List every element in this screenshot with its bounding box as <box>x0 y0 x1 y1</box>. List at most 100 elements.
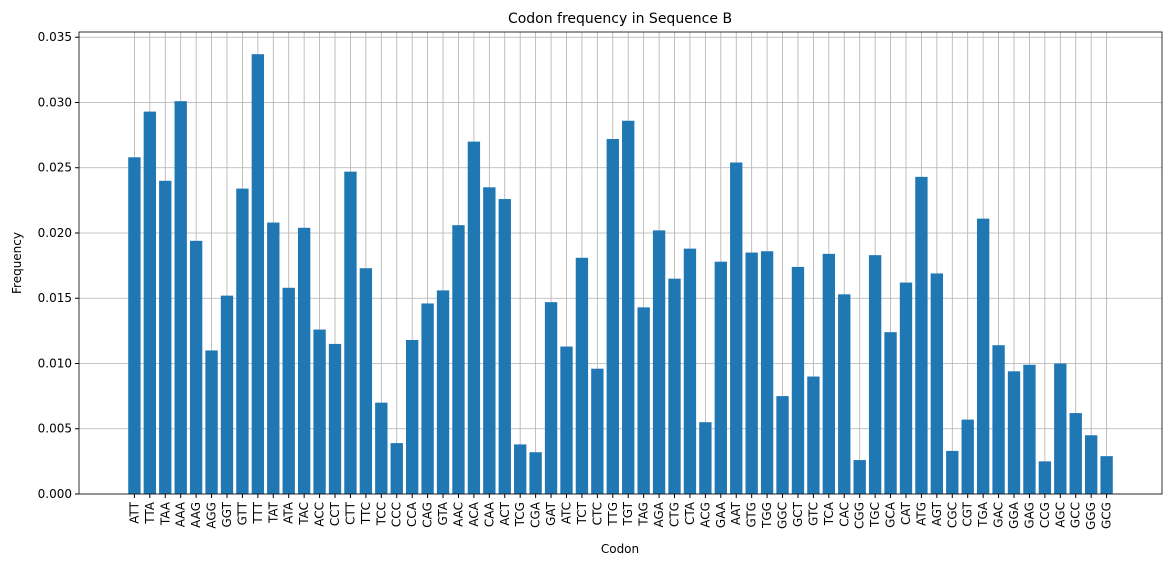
x-tick-label: TTA <box>143 501 157 525</box>
x-tick-label: GGC <box>776 502 790 529</box>
x-tick-label: CTC <box>590 502 604 525</box>
x-tick-label: GTC <box>806 502 820 526</box>
bar <box>251 54 265 495</box>
x-tick-label: AAG <box>189 502 203 528</box>
x-tick-label: CTT <box>343 501 357 524</box>
bar <box>683 248 697 494</box>
bar <box>1069 413 1082 494</box>
bar <box>992 345 1005 494</box>
bar <box>328 343 342 494</box>
bar <box>915 176 928 494</box>
bar <box>544 302 558 494</box>
bar <box>760 251 774 494</box>
x-tick-label: AGC <box>1053 502 1067 528</box>
plot-frame <box>78 31 1163 495</box>
bar <box>452 225 465 495</box>
x-tick-label: GAC <box>992 502 1006 528</box>
bar <box>884 332 897 494</box>
bar <box>267 222 280 495</box>
x-tick-label: GCC <box>1069 502 1083 528</box>
bar <box>236 188 249 494</box>
x-tick-label: TCT <box>575 501 589 525</box>
bar <box>822 253 836 494</box>
bar <box>899 282 913 494</box>
bar <box>159 180 172 494</box>
bar <box>668 278 681 494</box>
bar <box>699 422 712 494</box>
bar <box>344 171 357 494</box>
bar <box>405 340 419 494</box>
bar <box>1038 461 1052 494</box>
x-tick-label: CAT <box>899 501 913 525</box>
x-tick-label: GCT <box>791 501 805 527</box>
x-tick-label: AAT <box>729 501 743 525</box>
x-tick-label: GGT <box>220 501 234 527</box>
bar <box>560 346 573 494</box>
bar <box>652 230 666 495</box>
x-tick-label: CTA <box>683 501 697 525</box>
x-tick-label: GTT <box>235 501 249 525</box>
x-tick-label: GAG <box>1022 502 1036 529</box>
y-tick-label: 0.035 <box>38 30 72 44</box>
x-tick-label: AAC <box>451 502 465 527</box>
x-tick-label: CCT <box>328 501 342 526</box>
bar <box>622 120 635 495</box>
x-axis-label: Codon <box>601 542 639 556</box>
bar <box>220 295 234 494</box>
x-tick-label: TTC <box>359 502 373 525</box>
x-tick-label: ACC <box>313 502 327 527</box>
bar <box>791 266 805 494</box>
bar <box>436 290 450 494</box>
x-tick-label: CCG <box>1038 502 1052 528</box>
x-tick-label: ATA <box>282 501 296 524</box>
bar <box>591 368 604 494</box>
bar <box>297 227 311 495</box>
bar <box>714 261 727 494</box>
bar <box>313 329 326 494</box>
bar <box>375 402 388 494</box>
bar <box>776 396 789 494</box>
x-tick-label: ACT <box>498 501 512 525</box>
bar <box>1054 363 1067 494</box>
x-tick-label: CTG <box>668 502 682 527</box>
y-tick-label: 0.030 <box>38 95 72 109</box>
chart-title: Codon frequency in Sequence B <box>508 11 732 27</box>
x-tick-label: TGT <box>621 501 635 526</box>
bar <box>1023 364 1036 494</box>
y-tick-label: 0.010 <box>38 356 72 370</box>
x-tick-label: ATG <box>914 502 928 526</box>
bar <box>1100 456 1113 494</box>
y-tick-label: 0.015 <box>38 291 72 305</box>
bar <box>730 162 743 494</box>
x-tick-label: GAA <box>714 501 728 528</box>
x-tick-label: GTG <box>745 502 759 528</box>
bar <box>390 443 403 494</box>
bar <box>282 287 295 494</box>
x-tick-label: CGG <box>853 502 867 529</box>
y-tick-label: 0.020 <box>38 226 72 240</box>
bar <box>143 111 157 494</box>
x-tick-label: ACA <box>467 501 481 526</box>
bar <box>976 218 990 494</box>
x-tick-label: TGA <box>976 501 990 528</box>
x-tick-label: AGA <box>652 501 666 527</box>
x-tick-label: TCC <box>374 502 388 526</box>
bar <box>868 255 882 494</box>
y-tick-label: 0.005 <box>38 422 72 436</box>
x-tick-label: ATC <box>559 502 573 524</box>
x-tick-label: CAA <box>482 501 496 527</box>
x-tick-label: CGA <box>529 501 543 528</box>
bar <box>359 268 373 494</box>
bar <box>421 303 434 494</box>
bar <box>498 199 511 494</box>
bar <box>838 294 851 494</box>
x-tick-label: CGT <box>961 501 975 526</box>
x-tick-label: TAG <box>637 502 651 527</box>
x-tick-label: CCC <box>390 502 404 527</box>
x-tick-label: TGG <box>760 502 774 529</box>
x-tick-label: CAC <box>837 502 851 527</box>
bar <box>529 452 542 494</box>
x-tick-label: TCA <box>822 501 836 526</box>
